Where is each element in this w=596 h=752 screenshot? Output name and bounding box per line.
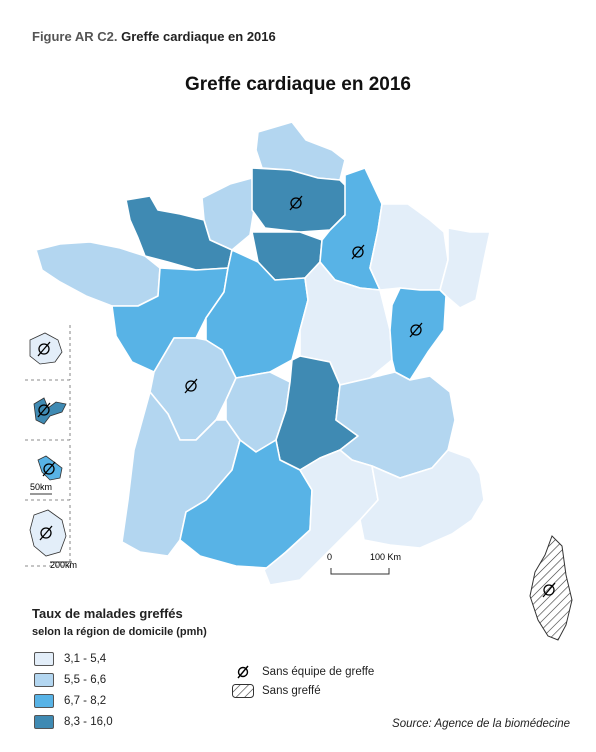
inset-guadeloupe [33, 397, 67, 425]
scale-zero-label: 0 [327, 552, 332, 562]
empty-set-icon [184, 378, 198, 394]
no-team-markers [37, 195, 556, 598]
region-languedoc-roussillon [263, 449, 379, 586]
empty-set-icon [37, 402, 51, 418]
legend-no-team: Sans équipe de greffe [232, 663, 374, 681]
legend-subtitle: selon la région de domicile (pmh) [32, 626, 207, 638]
map-title: Greffe cardiaque en 2016 [185, 74, 411, 95]
figure-caption: Figure AR C2. Greffe cardiaque en 2016 [32, 29, 276, 44]
legend-class-3: 6,7 - 8,2 [34, 692, 106, 710]
legend-swatch [34, 694, 54, 708]
empty-set-icon [42, 461, 56, 477]
region-bourgogne [299, 261, 393, 386]
region-lorraine [369, 203, 449, 291]
legend-swatch [34, 673, 54, 687]
legend-class-2: 5,5 - 6,6 [34, 671, 106, 689]
legend-swatch [34, 715, 54, 729]
scale-bar: 0 100 Km [327, 552, 401, 575]
empty-set-icon [37, 341, 51, 357]
legend-no-graft-label: Sans greffé [262, 685, 321, 697]
empty-set-icon [409, 322, 423, 338]
legend-no-graft: Sans greffé [232, 682, 321, 700]
legend-no-team-label: Sans équipe de greffe [262, 666, 375, 678]
legend-swatch [34, 652, 54, 666]
legend-label: 5,5 - 6,6 [64, 674, 107, 686]
empty-set-icon [39, 525, 53, 541]
region-alsace [439, 227, 491, 309]
empty-set-icon [542, 582, 556, 598]
empty-set-icon [232, 664, 254, 680]
hatch-icon [232, 683, 254, 699]
legend-label: 6,7 - 8,2 [64, 695, 107, 707]
legend-label: 3,1 - 5,4 [64, 653, 107, 665]
regions [35, 121, 573, 641]
inset-scale-label-1: 50km [30, 482, 52, 492]
inset-scale-label-2: 200km [50, 560, 77, 570]
region-paca [359, 449, 485, 549]
inset-reunion [29, 332, 63, 365]
empty-set-icon [289, 195, 303, 211]
empty-set-icon [351, 244, 365, 260]
legend-class-4: 8,3 - 16,0 [34, 713, 113, 731]
figure-label: Figure AR C2. [32, 29, 118, 44]
source-note: Source: Agence de la biomédecine [392, 718, 570, 730]
legend-label: 8,3 - 16,0 [64, 716, 113, 728]
legend-class-1: 3,1 - 5,4 [34, 650, 106, 668]
legend-title: Taux de malades greffés [32, 606, 183, 621]
inset-guyane [29, 509, 67, 557]
region-bretagne [35, 241, 161, 307]
figure-caption-title: Greffe cardiaque en 2016 [121, 29, 276, 44]
scale-end-label: 100 Km [370, 552, 401, 562]
